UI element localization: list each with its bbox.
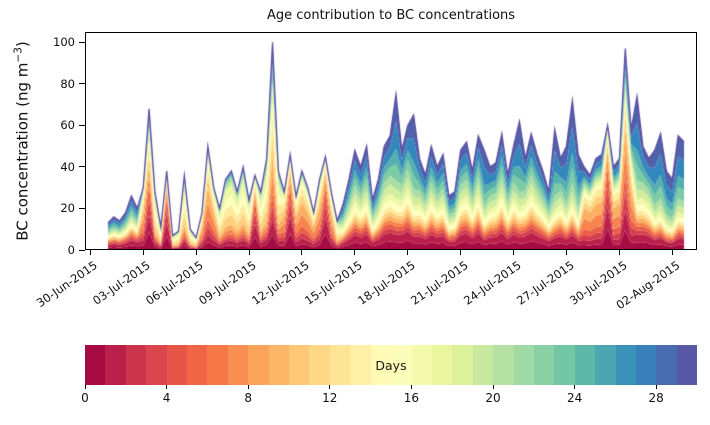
y-tick-label: 20 <box>60 201 75 216</box>
x-tick-label: 09-Jul-2015 <box>196 258 260 308</box>
colorbar-tick-mark <box>247 385 249 389</box>
y-tick-label: 100 <box>53 35 75 50</box>
plot-area <box>85 32 697 250</box>
colorbar-tick-label: 0 <box>81 391 89 405</box>
colorbar <box>85 345 698 385</box>
colorbar-segment <box>309 345 330 385</box>
chart-title: Age contribution to BC concentrations <box>266 8 516 23</box>
colorbar-segment <box>595 345 616 385</box>
colorbar-segment <box>370 345 392 385</box>
y-tick-label: 80 <box>60 76 75 91</box>
y-tick-mark <box>79 207 85 209</box>
colorbar-tick-mark <box>492 385 494 389</box>
x-tick-label: 30-Jun-2015 <box>34 258 101 311</box>
x-tick-mark <box>407 250 409 255</box>
y-tick-mark <box>79 249 85 251</box>
colorbar-segment <box>289 345 310 385</box>
colorbar-tick-label: 12 <box>322 391 338 405</box>
colorbar-segment <box>207 345 228 385</box>
colorbar-segment <box>431 345 453 385</box>
colorbar-tick-label: 16 <box>403 391 420 405</box>
colorbar-segment <box>391 345 412 385</box>
colorbar-tick-mark <box>166 385 168 389</box>
colorbar-segment <box>493 345 514 385</box>
x-tick-mark <box>89 250 91 255</box>
colorbar-segment <box>635 345 657 385</box>
x-tick-label: 27-Jul-2015 <box>513 258 577 308</box>
y-axis-label-suffix: ) <box>13 41 32 48</box>
colorbar-segment <box>452 345 473 385</box>
y-tick-mark <box>79 166 85 168</box>
x-tick-label: 03-Jul-2015 <box>90 258 154 308</box>
colorbar-tick-mark <box>574 385 576 389</box>
colorbar-segment <box>105 345 126 385</box>
colorbar-segment <box>268 345 290 385</box>
colorbar-tick-label: 24 <box>566 391 583 405</box>
x-tick-label: 12-Jul-2015 <box>249 258 312 308</box>
colorbar-segment <box>574 345 596 385</box>
colorbar-segment <box>146 345 167 385</box>
y-axis-label-exponent: −3 <box>12 47 25 63</box>
x-tick-mark <box>142 250 144 255</box>
colorbar-segment <box>615 345 636 385</box>
x-tick-mark <box>301 250 303 255</box>
y-tick-label: 60 <box>60 118 75 133</box>
x-tick-mark <box>460 250 462 255</box>
y-tick-mark <box>79 41 85 43</box>
x-tick-mark <box>354 250 356 255</box>
x-tick-mark <box>195 250 197 255</box>
colorbar-tick-mark <box>655 385 657 389</box>
colorbar-segment <box>166 345 188 385</box>
colorbar-segment <box>472 345 494 385</box>
colorbar-tick-label: 8 <box>244 391 252 405</box>
colorbar-segment <box>227 345 249 385</box>
x-tick-label: 18-Jul-2015 <box>355 258 418 308</box>
colorbar-segment <box>656 345 677 385</box>
colorbar-tick-mark <box>84 385 86 389</box>
colorbar-segment <box>350 345 371 385</box>
colorbar-tick-label: 28 <box>648 391 664 405</box>
colorbar-segment <box>187 345 208 385</box>
colorbar-segment <box>329 345 351 385</box>
x-tick-label: 24-Jul-2015 <box>460 258 524 308</box>
x-tick-label: 15-Jul-2015 <box>302 258 365 308</box>
y-tick-mark <box>79 83 85 85</box>
colorbar-segment <box>411 345 432 385</box>
colorbar-segment <box>554 345 575 385</box>
colorbar-segment <box>125 345 147 385</box>
colorbar-segment <box>676 345 698 385</box>
x-tick-label: 06-Jul-2015 <box>143 258 207 308</box>
x-tick-mark <box>565 250 567 255</box>
x-tick-label: 21-Jul-2015 <box>408 258 471 308</box>
y-tick-label: 40 <box>60 159 75 174</box>
x-tick-mark <box>513 250 515 255</box>
colorbar-segment <box>513 345 534 385</box>
x-tick-mark <box>671 250 673 255</box>
y-axis-label-text: BC concentration (ng m <box>13 62 32 241</box>
colorbar-segment <box>248 345 269 385</box>
x-tick-mark <box>618 250 620 255</box>
x-tick-mark <box>248 250 250 255</box>
y-tick-label: 0 <box>67 243 75 257</box>
colorbar-segment <box>533 345 555 385</box>
y-axis-label: BC concentration (ng m−3) <box>13 41 32 241</box>
stacked-area-canvas <box>85 32 697 250</box>
y-tick-mark <box>79 124 85 126</box>
colorbar-tick-label: 4 <box>162 391 171 405</box>
colorbar-tick-mark <box>329 385 331 389</box>
colorbar-tick-label: 20 <box>485 391 501 405</box>
colorbar-tick-mark <box>410 385 412 389</box>
colorbar-segment <box>85 345 106 385</box>
